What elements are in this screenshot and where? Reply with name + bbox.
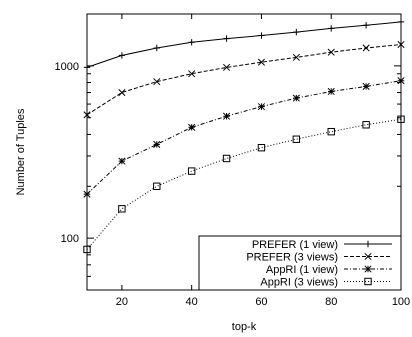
y-tick-label: 1000	[55, 61, 79, 73]
data-point	[327, 87, 335, 96]
legend-marker	[364, 252, 372, 261]
data-point	[153, 182, 161, 190]
x-tick-label: 100	[392, 296, 410, 308]
data-point	[188, 70, 196, 78]
data-point	[118, 205, 126, 213]
data-point	[397, 18, 405, 26]
data-point	[362, 82, 370, 90]
data-point	[222, 154, 231, 163]
x-tick-label: 40	[186, 296, 198, 308]
series-line	[86, 21, 402, 68]
data-point	[292, 135, 301, 143]
data-point	[83, 190, 91, 198]
x-tick-label: 80	[325, 296, 337, 308]
data-point	[257, 58, 265, 66]
data-point	[292, 53, 300, 61]
data-point	[397, 115, 405, 123]
x-tick-label: 60	[255, 296, 267, 308]
legend-label: PREFER (3 views)	[246, 252, 338, 264]
series-3	[83, 77, 405, 198]
data-point	[223, 112, 231, 120]
data-point	[257, 143, 266, 152]
legend-label: AppRI (3 views)	[260, 277, 338, 289]
data-point	[327, 127, 335, 136]
series-line	[86, 80, 402, 195]
data-point	[258, 32, 265, 39]
data-point	[118, 88, 126, 97]
legend: PREFER (1 view)PREFER (3 views)AppRI (1 …	[198, 235, 402, 291]
legend-box	[198, 235, 402, 291]
data-point	[328, 25, 335, 32]
legend-marker	[364, 277, 372, 286]
data-point	[83, 64, 91, 71]
data-point	[118, 157, 126, 165]
data-point	[292, 94, 300, 102]
series-2	[83, 40, 405, 119]
data-point	[327, 48, 335, 56]
data-point	[153, 78, 161, 86]
series-4	[83, 115, 405, 254]
data-point	[153, 140, 161, 148]
data-point	[118, 52, 126, 59]
series-layer	[83, 18, 405, 254]
series-line	[86, 44, 402, 116]
data-point	[188, 39, 195, 46]
data-point	[362, 44, 370, 52]
x-tick-label: 20	[116, 296, 128, 308]
legend-label: PREFER (1 view)	[252, 239, 338, 251]
y-axis-label: Number of Tuples	[15, 108, 27, 195]
x-axis-label: top-k	[232, 321, 257, 333]
data-point	[83, 245, 91, 254]
legend-marker	[364, 265, 372, 273]
data-point	[223, 35, 230, 42]
data-point	[223, 63, 231, 71]
data-point	[188, 123, 196, 131]
data-point	[293, 28, 300, 36]
data-point	[397, 40, 405, 49]
data-point	[397, 77, 405, 85]
data-point	[257, 103, 265, 111]
data-point	[362, 121, 370, 129]
y-tick-label: 100	[61, 233, 79, 245]
legend-label: AppRI (1 view)	[266, 264, 338, 276]
series-line	[86, 118, 402, 250]
series-1	[83, 18, 405, 71]
data-point	[153, 44, 160, 52]
data-point	[362, 22, 370, 29]
data-point	[83, 111, 91, 119]
data-point	[187, 167, 196, 175]
legend-marker	[364, 240, 372, 248]
